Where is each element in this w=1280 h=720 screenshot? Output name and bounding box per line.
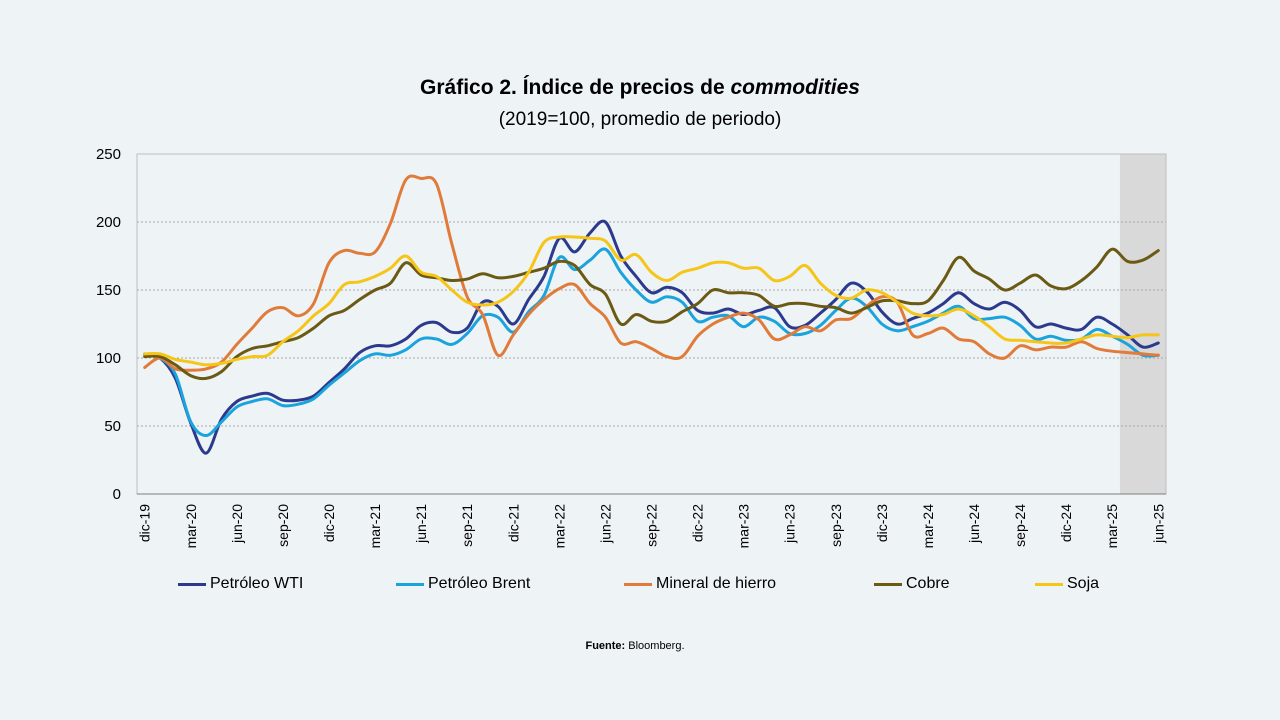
- legend-item-5: Soja: [1035, 575, 1099, 593]
- y-tick-label-200: 200: [96, 214, 121, 231]
- legend-item-2: Petróleo Brent: [396, 575, 530, 593]
- x-tick-label-dic-20: dic-20: [321, 504, 337, 542]
- x-tick-label-sep-21: sep-21: [459, 504, 475, 547]
- chart-title-emphasis: commodities: [730, 76, 860, 99]
- x-tick-label-jun-24: jun-24: [966, 504, 982, 544]
- legend-label: Mineral de hierro: [656, 575, 777, 592]
- x-tick-label-mar-24: mar-24: [920, 504, 936, 549]
- x-tick-label-mar-23: mar-23: [736, 504, 752, 549]
- legend-item-4: Cobre: [874, 575, 950, 593]
- chart-title: Gráfico 2. Índice de precios de commodit…: [0, 76, 1280, 100]
- chart-legend: Petróleo WTI Petróleo Brent Mineral de hie…: [0, 575, 1280, 595]
- legend-item-1: Petróleo WTI: [178, 575, 303, 593]
- source-note: Fuente: Bloomberg.: [0, 640, 1270, 652]
- x-tick-label-dic-21: dic-21: [505, 504, 521, 542]
- x-tick-label-jun-23: jun-23: [782, 504, 798, 544]
- chart-subtitle: (2019=100, promedio de periodo): [498, 109, 782, 130]
- series-line-3: [143, 174, 1160, 372]
- legend-item-3: Mineral de hierro: [624, 575, 776, 593]
- legend-swatch: [624, 582, 652, 586]
- x-tick-label-sep-23: sep-23: [828, 504, 844, 547]
- x-tick-label-jun-21: jun-21: [413, 504, 429, 544]
- x-tick-label-mar-22: mar-22: [551, 504, 567, 549]
- plot-frame: [136, 153, 1167, 495]
- series-line-1: [143, 219, 1160, 455]
- legend-swatch: [874, 582, 902, 586]
- source-text: Bloomberg.: [625, 640, 685, 652]
- x-tick-label-mar-25: mar-25: [1104, 504, 1120, 549]
- y-tick-label-50: 50: [104, 418, 121, 435]
- series-line-5: [143, 235, 1160, 367]
- x-tick-label-dic-23: dic-23: [874, 504, 890, 542]
- y-tick-label-150: 150: [96, 282, 121, 299]
- x-tick-label-jun-22: jun-22: [597, 504, 613, 544]
- shaded-projection-region: [1119, 154, 1166, 494]
- legend-swatch: [396, 582, 424, 586]
- series-line-2: [143, 247, 1160, 437]
- x-tick-label-jun-25: jun-25: [1150, 504, 1166, 544]
- legend-swatch: [178, 582, 206, 586]
- legend-label: Soja: [1067, 575, 1100, 592]
- x-tick-label-sep-24: sep-24: [1012, 504, 1028, 547]
- source-label: Fuente:: [585, 640, 626, 652]
- y-tick-label-100: 100: [96, 350, 121, 367]
- x-tick-label-dic-24: dic-24: [1058, 504, 1074, 542]
- legend-label: Petróleo WTI: [210, 575, 304, 592]
- series-line-4: [143, 247, 1160, 381]
- y-tick-label-0: 0: [113, 486, 121, 503]
- x-tick-label-dic-22: dic-22: [690, 504, 706, 542]
- legend-swatch: [1035, 582, 1063, 586]
- legend-label: Cobre: [906, 575, 950, 592]
- x-tick-label-sep-20: sep-20: [275, 504, 291, 547]
- chart-title-main: Gráfico 2. Índice de precios de: [420, 76, 731, 99]
- x-tick-label-dic-19: dic-19: [137, 504, 153, 542]
- legend-label: Petróleo Brent: [428, 575, 531, 592]
- x-tick-label-mar-20: mar-20: [183, 504, 199, 549]
- y-tick-label-250: 250: [96, 146, 121, 163]
- x-tick-label-sep-22: sep-22: [644, 504, 660, 547]
- x-tick-label-jun-20: jun-20: [229, 504, 245, 544]
- x-tick-label-mar-21: mar-21: [367, 504, 383, 549]
